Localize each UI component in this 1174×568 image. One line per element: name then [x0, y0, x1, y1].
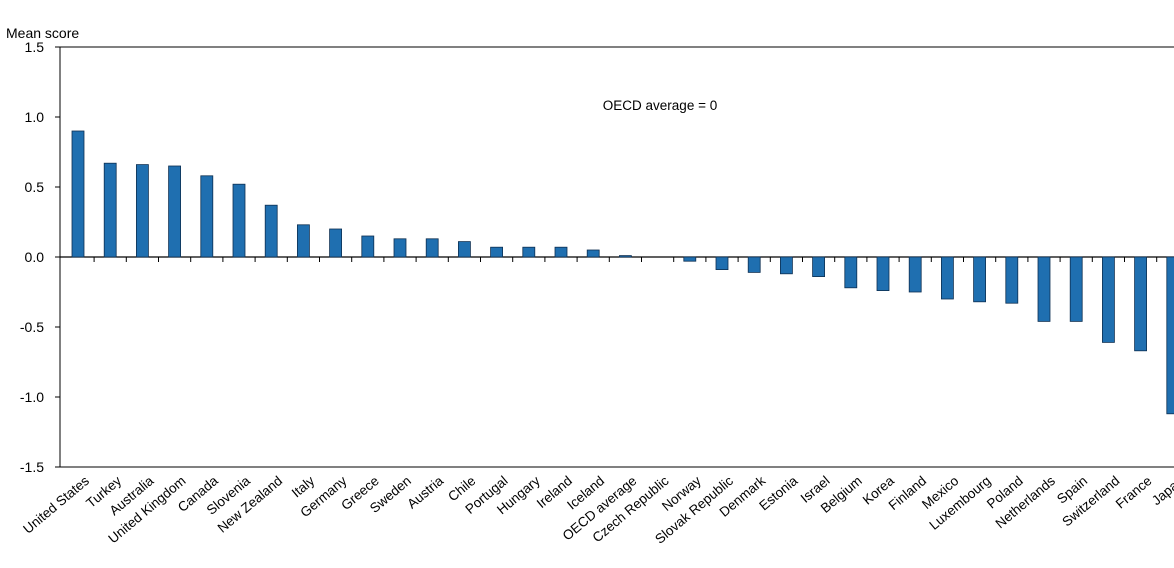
bar [1134, 256, 1147, 352]
bar [619, 255, 632, 258]
bar [812, 256, 825, 278]
bar [296, 224, 310, 258]
bar [844, 256, 858, 289]
y-tick-label: 0.5 [25, 179, 45, 195]
bar [747, 256, 761, 273]
bar [393, 238, 407, 258]
bar [361, 235, 375, 258]
category-label: Japan [1149, 473, 1174, 508]
bar [232, 183, 246, 258]
bar [586, 249, 600, 258]
y-tick-label: 1.5 [25, 39, 45, 55]
y-tick-label: 0.0 [25, 249, 45, 265]
bar [715, 256, 729, 271]
bar [168, 165, 182, 258]
y-tick-label: 1.0 [25, 109, 45, 125]
category-label: Austria [404, 473, 446, 512]
bar [908, 256, 922, 293]
y-axis-title: Mean score [6, 25, 79, 41]
bar [103, 162, 117, 258]
category-label: France [1113, 473, 1155, 512]
bar [200, 175, 214, 258]
bar [71, 130, 85, 258]
bar [1005, 256, 1019, 304]
y-tick-label: -1.0 [20, 389, 44, 405]
bar [941, 256, 954, 300]
oecd-average-annotation: OECD average = 0 [603, 98, 717, 113]
y-tick-label: -1.5 [20, 459, 44, 475]
bar [457, 241, 471, 258]
bar [264, 204, 278, 258]
bar [135, 164, 149, 258]
bar [554, 246, 568, 258]
bar [973, 256, 986, 303]
bar [780, 256, 793, 275]
bar [683, 256, 697, 262]
bar [1069, 256, 1083, 322]
bar [876, 256, 890, 291]
bar [522, 246, 536, 258]
bar [1037, 256, 1051, 322]
bar [1102, 256, 1115, 343]
bar [490, 246, 504, 258]
category-label: United States [20, 473, 92, 537]
y-tick-label: -0.5 [20, 319, 44, 335]
bar [1166, 256, 1174, 415]
bar [425, 238, 439, 258]
bar [329, 228, 343, 258]
